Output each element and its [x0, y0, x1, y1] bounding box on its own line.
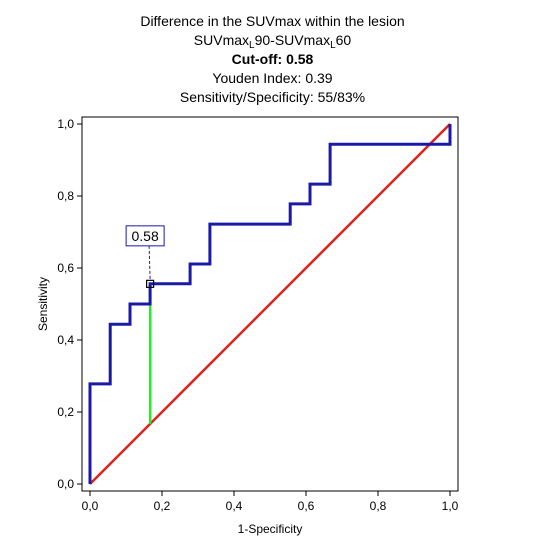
- callout-label: 0.58: [131, 228, 158, 244]
- y-tick-label: 0,8: [57, 189, 74, 203]
- callout-box: [125, 225, 165, 247]
- chart-titles: Difference in the SUVmax within the lesi…: [0, 12, 545, 107]
- subtitle-part: 90-SUVmax: [254, 32, 331, 48]
- axis-ticks: 0,0 0,2 0,4 0,6 0,8 1,0 0,0 0,2 0,4 0,6 0,8 1,0: [57, 117, 458, 513]
- plot-frame: [81, 116, 459, 492]
- y-tick-label: 0,2: [57, 405, 74, 419]
- sensspec-label: Sensitivity/Specificity: 55/83%: [179, 89, 366, 105]
- chart-title: Difference in the SUVmax within the lesi…: [140, 13, 405, 29]
- y-tick-label: 0,4: [57, 333, 74, 347]
- subtitle-part: SUVmax: [193, 32, 250, 48]
- x-tick-label: 0,4: [226, 499, 243, 513]
- subtitle-part: 60: [335, 32, 352, 48]
- callout-leader: [148, 245, 151, 280]
- x-axis-label: 1-Specificity: [238, 522, 303, 536]
- subtitle-subscript: L: [330, 40, 336, 51]
- x-tick-label: 1,0: [442, 499, 459, 513]
- youden-label: Youden Index: 0.39: [212, 70, 333, 86]
- subtitle-subscript: L: [249, 40, 255, 51]
- y-tick-label: 1,0: [57, 117, 74, 131]
- chart-subtitle: SUVmaxL90-SUVmaxL60: [0, 31, 545, 51]
- x-tick-label: 0,2: [154, 499, 171, 513]
- x-tick-label: 0,6: [298, 499, 315, 513]
- cutoff-marker: [146, 279, 155, 288]
- roc-curve: [88, 124, 452, 484]
- y-tick-label: 0,0: [57, 477, 74, 491]
- x-tick-label: 0,0: [82, 499, 99, 513]
- x-tick-label: 0,8: [370, 499, 387, 513]
- reference-line: [89, 123, 451, 485]
- cutoff-label: Cut-off: 0.58: [231, 51, 314, 67]
- y-tick-label: 0,6: [57, 261, 74, 275]
- y-axis-label: Sensitivity: [36, 277, 50, 331]
